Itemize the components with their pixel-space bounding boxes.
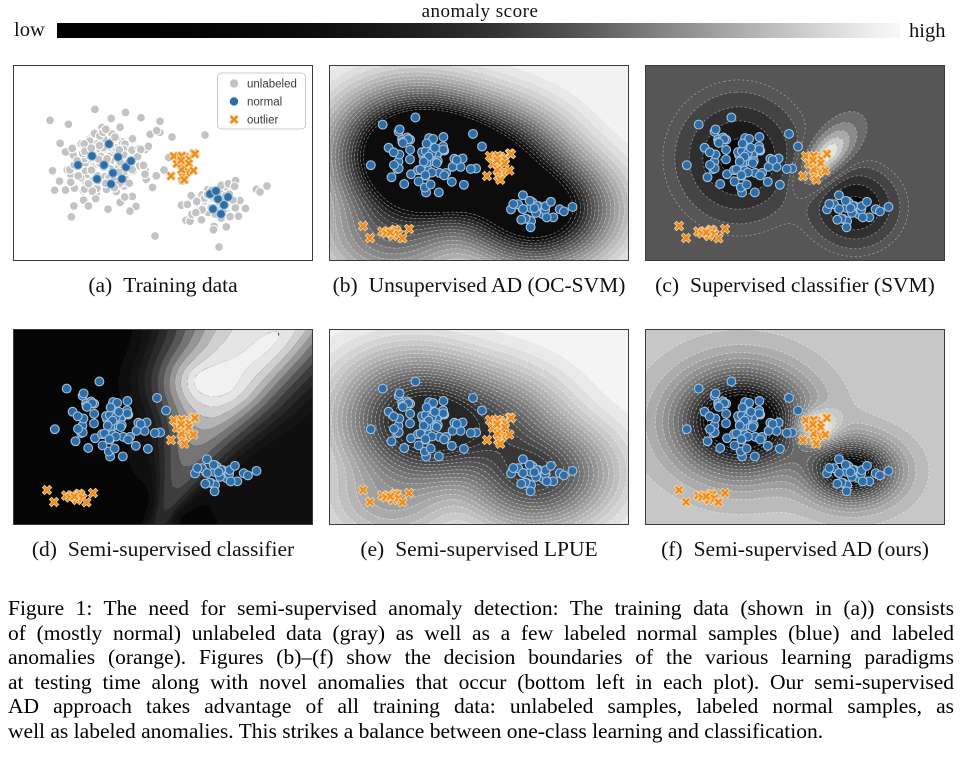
svg-text:outlier: outlier: [247, 115, 278, 127]
svg-text:unlabeled: unlabeled: [247, 79, 297, 91]
svg-text:normal: normal: [247, 97, 282, 109]
